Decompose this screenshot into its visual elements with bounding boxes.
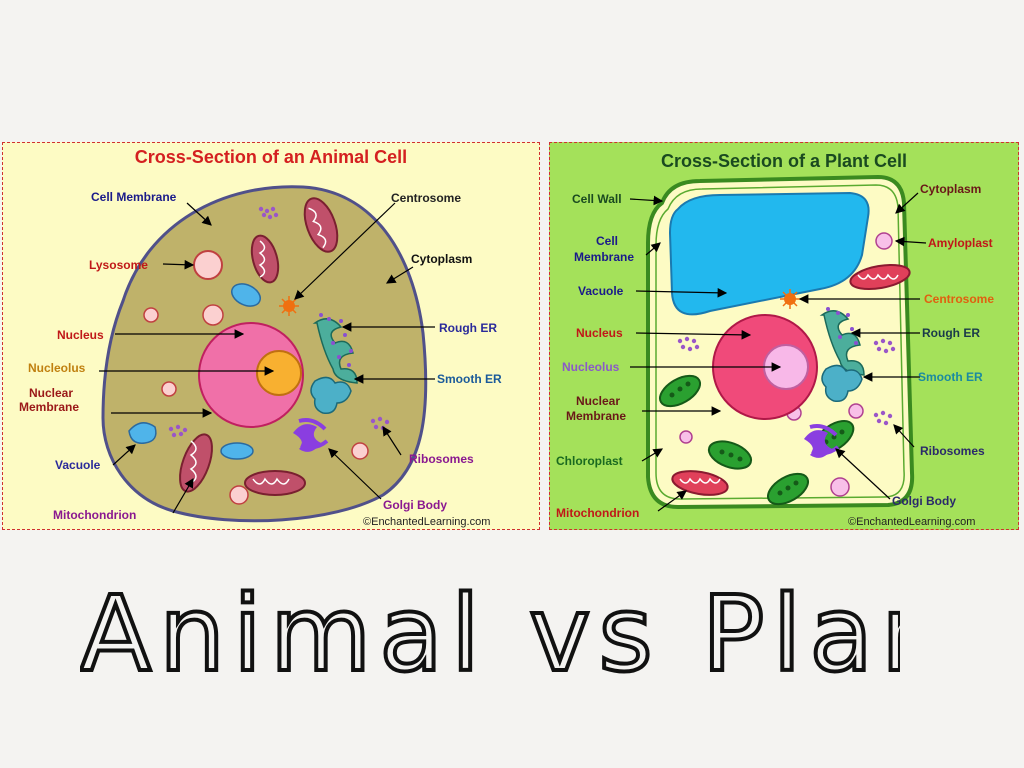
plant-mitochondrion (849, 263, 911, 291)
animal-leader-lines (99, 202, 435, 514)
plant-rough-er (819, 307, 865, 376)
plant-ribosomes-cluster (873, 338, 896, 354)
label-cell-membrane-2: Membrane (574, 250, 634, 264)
plant-smooth-er (821, 364, 863, 403)
animal-vesicle (351, 442, 369, 460)
animal-vacuole (220, 442, 254, 460)
label-cell-membrane-1: Cell (596, 234, 618, 248)
animal-golgi-body (293, 418, 329, 452)
plant-vacuole (668, 191, 870, 316)
label-chloroplast: Chloroplast (556, 454, 623, 468)
plant-ribosomes-cluster (873, 410, 893, 426)
plant-leader-lines (629, 192, 927, 512)
label-nuclear-membrane-2: Membrane (19, 400, 79, 414)
animal-title: Cross-Section of an Animal Cell (135, 147, 407, 167)
plant-vesicle (679, 430, 693, 444)
label-cytoplasm: Cytoplasm (920, 182, 981, 196)
label-nuclear-membrane-2: Membrane (566, 409, 626, 423)
label-mitochondrion: Mitochondrion (556, 506, 639, 520)
label-nucleolus: Nucleolus (562, 360, 620, 374)
plant-chloroplast (659, 374, 701, 408)
animal-vacuole (128, 422, 157, 444)
label-cell-wall: Cell Wall (572, 192, 622, 206)
plant-vesicle (830, 477, 850, 497)
animal-mitochondrion (244, 470, 306, 496)
animal-ribosomes-cluster (370, 416, 390, 431)
plant-credit: ©EnchantedLearning.com (848, 516, 975, 528)
label-smooth-er: Smooth ER (437, 372, 502, 386)
label-amyloplast: Amyloplast (928, 236, 993, 250)
animal-centrosome (279, 296, 299, 316)
animal-cell-svg: Cross-Section of an Animal Cell (19, 147, 502, 528)
animal-cell-diagram: Cross-Section of an Animal Cell (2, 142, 540, 530)
label-smooth-er: Smooth ER (918, 370, 983, 384)
plant-chloroplast (767, 472, 809, 506)
animal-credit: ©EnchantedLearning.com (363, 516, 490, 528)
label-nucleus: Nucleus (576, 326, 623, 340)
plant-chloroplast (707, 440, 753, 470)
label-lysosome: Lysosome (89, 258, 148, 272)
label-nuclear-membrane-1: Nuclear (576, 394, 620, 408)
animal-mitochondrion (250, 234, 280, 284)
label-nucleus: Nucleus (57, 328, 104, 342)
plant-vesicle (848, 403, 864, 419)
animal-ribosomes-cluster (258, 206, 279, 220)
label-rough-er: Rough ER (439, 321, 497, 335)
handwritten-caption: Animal vs Plant (80, 574, 900, 694)
label-vacuole: Vacuole (578, 284, 624, 298)
label-golgi-body: Golgi Body (383, 498, 447, 512)
animal-lysosome (193, 250, 223, 280)
label-cytoplasm: Cytoplasm (411, 252, 472, 266)
label-ribosomes: Ribosomes (920, 444, 985, 458)
label-cell-membrane: Cell Membrane (91, 190, 177, 204)
plant-cell-diagram: Cross-Section of a Plant Cell (549, 142, 1019, 530)
animal-vesicle (202, 304, 224, 326)
handwritten-caption-text: Animal vs Plant (80, 574, 900, 694)
animal-ribosomes-cluster (168, 424, 188, 438)
animal-mitochondrion (303, 197, 339, 253)
label-vacuole: Vacuole (55, 458, 101, 472)
label-centrosome: Centrosome (924, 292, 994, 306)
animal-smooth-er (310, 376, 352, 415)
animal-nucleus (198, 322, 304, 428)
plant-mitochondrion (671, 470, 729, 496)
label-mitochondrion: Mitochondrion (53, 508, 136, 522)
label-centrosome: Centrosome (391, 191, 461, 205)
plant-title: Cross-Section of a Plant Cell (661, 151, 907, 171)
label-nucleolus: Nucleolus (28, 361, 86, 375)
label-nuclear-membrane-1: Nuclear (29, 386, 73, 400)
plant-ribosomes-cluster (677, 336, 700, 352)
animal-vesicle (143, 307, 159, 323)
animal-nucleolus (256, 350, 302, 396)
plant-cell-svg: Cross-Section of a Plant Cell (556, 151, 994, 528)
plant-amyloplast (875, 232, 893, 250)
plant-centrosome (780, 289, 800, 309)
label-ribosomes: Ribosomes (409, 452, 474, 466)
animal-rough-er (312, 313, 358, 384)
animal-vacuole (231, 283, 261, 307)
label-golgi-body: Golgi Body (892, 494, 956, 508)
animal-vesicle (161, 381, 177, 397)
animal-vesicle (229, 485, 249, 505)
label-rough-er: Rough ER (922, 326, 980, 340)
